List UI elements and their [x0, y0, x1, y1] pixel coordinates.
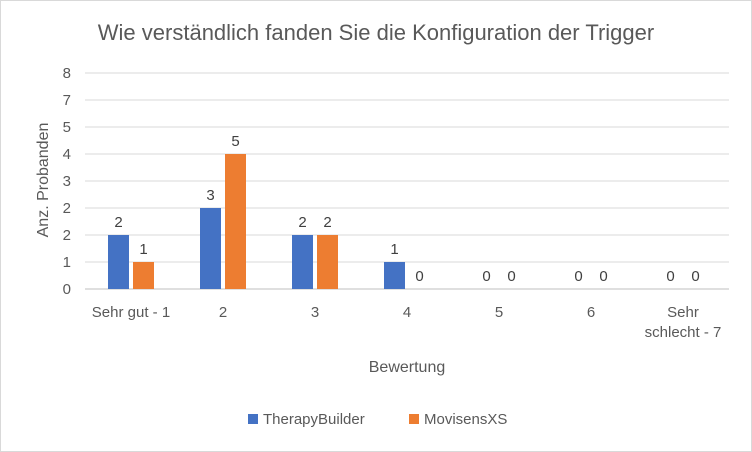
bar [108, 235, 129, 289]
x-tick-label: Sehr schlecht - 7 [645, 304, 722, 341]
bar [133, 262, 154, 289]
x-axis-ticks: Sehr gut - 1 2 3 4 5 6 Sehr schlecht - 7 [92, 304, 722, 341]
y-tick-label: 8 [63, 65, 71, 82]
bar [292, 235, 313, 289]
chart-title: Wie verständlich fanden Sie die Konfigur… [98, 20, 654, 45]
data-label: 0 [574, 268, 582, 285]
x-tick-label: 2 [219, 304, 227, 321]
legend-label: TherapyBuilder [263, 411, 365, 428]
x-tick-label: Sehr gut - 1 [92, 304, 170, 321]
data-label: 0 [507, 268, 515, 285]
legend: TherapyBuilder MovisensXS [248, 411, 507, 428]
data-label: 0 [482, 268, 490, 285]
x-tick-label: 6 [587, 304, 595, 321]
bar [200, 208, 221, 289]
bars [108, 154, 405, 289]
y-tick-label: 0 [63, 281, 71, 298]
y-tick-label: 3 [63, 173, 71, 190]
bar [317, 235, 338, 289]
data-label: 0 [666, 268, 674, 285]
data-label: 1 [139, 241, 147, 258]
bar [225, 154, 246, 289]
x-tick-label: 5 [495, 304, 503, 321]
data-label: 0 [691, 268, 699, 285]
legend-label: MovisensXS [424, 411, 507, 428]
y-tick-label: 5 [63, 119, 71, 136]
gridlines [85, 72, 729, 290]
y-tick-label: 2 [63, 227, 71, 244]
data-label: 2 [298, 214, 306, 231]
legend-swatch [248, 414, 258, 424]
x-axis-label: Bewertung [369, 359, 446, 376]
y-tick-label: 4 [63, 146, 71, 163]
data-label: 5 [231, 133, 239, 150]
legend-swatch [409, 414, 419, 424]
data-label: 1 [390, 241, 398, 258]
bar [384, 262, 405, 289]
y-tick-label: 2 [63, 200, 71, 217]
x-tick-label: 4 [403, 304, 411, 321]
y-axis-ticks: 0 1 2 2 3 4 5 7 8 [63, 65, 71, 298]
x-tick-label: 3 [311, 304, 319, 321]
data-label: 3 [206, 187, 214, 204]
y-tick-label: 7 [63, 92, 71, 109]
data-label: 2 [323, 214, 331, 231]
y-axis-label: Anz. Probanden [35, 123, 52, 238]
data-label: 2 [114, 214, 122, 231]
y-tick-label: 1 [63, 254, 71, 271]
data-label: 0 [415, 268, 423, 285]
data-label: 0 [599, 268, 607, 285]
